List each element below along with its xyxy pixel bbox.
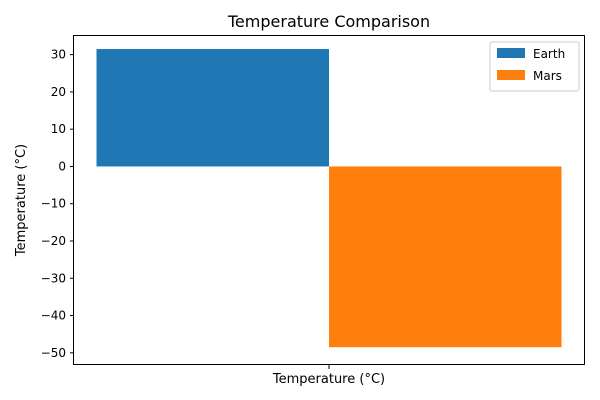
y-tick-label: 20 (51, 85, 66, 99)
y-axis-label: Temperature (°C) (14, 144, 29, 257)
legend-swatch-mars (497, 70, 525, 80)
bar-mars (329, 166, 562, 348)
legend-swatch-earth (497, 48, 525, 58)
y-tick-label: −10 (41, 197, 66, 211)
y-ticks-group: 30 20 10 0 −10 −20 −30 −40 −50 (41, 48, 74, 360)
legend: Earth Mars (489, 41, 580, 92)
bar-earth (96, 49, 329, 167)
bars-group (96, 49, 562, 348)
y-tick-label: 10 (51, 122, 66, 136)
y-tick-label: 30 (51, 48, 66, 62)
chart-title: Temperature Comparison (227, 12, 430, 31)
legend-label-earth: Earth (533, 47, 565, 61)
y-tick-label: −40 (41, 309, 66, 323)
x-axis-label: Temperature (°C) (272, 372, 385, 387)
y-tick-label: −30 (41, 271, 66, 285)
y-tick-label: 0 (58, 159, 66, 173)
y-tick-label: −20 (41, 234, 66, 248)
legend-label-mars: Mars (533, 69, 562, 83)
y-tick-label: −50 (41, 346, 66, 360)
plot-frame (73, 35, 585, 365)
